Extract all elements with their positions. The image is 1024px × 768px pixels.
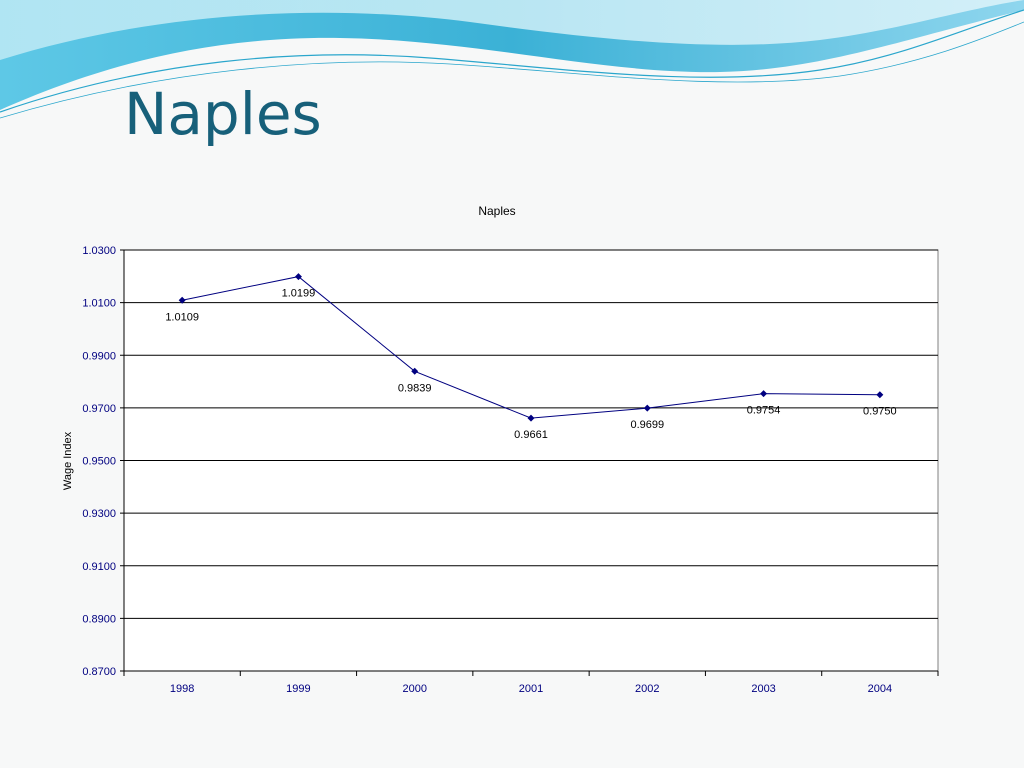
- data-label: 0.9839: [398, 382, 432, 394]
- data-point: [411, 367, 419, 375]
- y-axis-title: Wage Index: [62, 431, 74, 490]
- x-tick-label: 2003: [751, 683, 775, 695]
- y-tick-label: 1.0100: [82, 298, 116, 310]
- data-label: 0.9750: [863, 406, 897, 418]
- y-tick-labels: 0.8700 0.8900 0.9100 0.9300 0.9500 0.9700 0.99…: [82, 245, 116, 678]
- y-tick-label: 1.0300: [82, 245, 116, 257]
- data-point: [294, 273, 302, 281]
- data-label: 0.9699: [630, 419, 664, 431]
- x-tick-label: 2001: [519, 683, 543, 695]
- header-wave-decoration: [0, 0, 1024, 119]
- data-label: 0.9661: [514, 429, 548, 441]
- data-point: [876, 391, 884, 399]
- data-point: [643, 404, 651, 412]
- chart-title: Naples: [478, 204, 515, 218]
- y-tick-label: 0.8700: [82, 666, 116, 678]
- y-tick-label: 0.9100: [82, 561, 116, 573]
- axes: [120, 249, 939, 676]
- slide-title: Naples: [124, 80, 322, 148]
- data-point: [760, 390, 768, 398]
- data-labels: 1.0109 1.0199 0.9839 0.9661 0.9699 0.9754 0.97…: [165, 288, 896, 442]
- series-wage-index: [178, 273, 884, 422]
- x-tick-label: 2000: [402, 683, 426, 695]
- data-point: [527, 414, 535, 422]
- y-tick-label: 0.9300: [82, 508, 116, 520]
- x-tick-label: 1998: [170, 683, 194, 695]
- x-tick-labels: 1998 1999 2000 2001 2002 2003 2004: [170, 683, 892, 695]
- data-label: 1.0109: [165, 311, 199, 323]
- data-label: 1.0199: [282, 288, 316, 300]
- x-tick-label: 2004: [868, 683, 892, 695]
- x-tick-label: 1999: [286, 683, 310, 695]
- x-tick-label: 2002: [635, 683, 659, 695]
- y-tick-label: 0.9500: [82, 456, 116, 468]
- y-tick-label: 0.9900: [82, 350, 116, 362]
- y-tick-label: 0.9700: [82, 403, 116, 415]
- gridlines: [124, 249, 938, 619]
- y-tick-label: 0.8900: [82, 613, 116, 625]
- data-point: [178, 296, 186, 304]
- data-label: 0.9754: [747, 405, 781, 417]
